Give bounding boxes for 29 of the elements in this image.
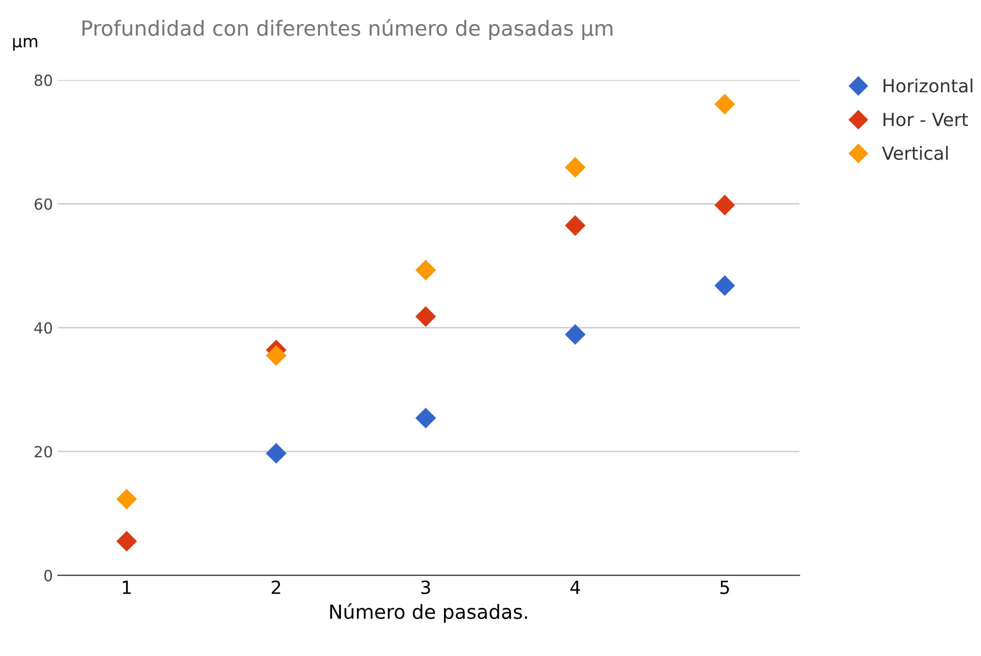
point (714, 194, 736, 216)
x-tick-label: 2 (272, 580, 280, 594)
y-tick-label: 20 (34, 446, 52, 458)
point (116, 530, 137, 552)
x-tick-label: 5 (720, 580, 729, 594)
point (714, 275, 736, 296)
x-tick-label: 4 (570, 580, 580, 594)
legend-label: Horizontal (884, 78, 972, 93)
point (564, 215, 586, 236)
point (266, 345, 286, 366)
point (714, 94, 736, 114)
chart-title: Profundidad con diferentes número de pasadas µm (82, 19, 612, 40)
y-tick-label: 0 (44, 570, 52, 582)
point (415, 408, 436, 428)
point (116, 488, 137, 510)
y-tick-label: 40 (34, 322, 52, 334)
legend-label: Vertical (882, 146, 948, 160)
point (415, 306, 436, 327)
x-tick-label: 1 (122, 580, 131, 594)
x-axis-title: Número de pasadas. (330, 603, 527, 623)
y-tick-label: 60 (34, 198, 52, 210)
point (564, 157, 586, 178)
y-tick-label: 80 (34, 74, 52, 86)
point (564, 324, 586, 345)
legend-label: Hor - Vert (884, 112, 968, 126)
point (266, 443, 286, 464)
point (415, 260, 436, 280)
x-tick-label: 3 (421, 580, 430, 594)
y-axis-title: µm (13, 38, 38, 51)
